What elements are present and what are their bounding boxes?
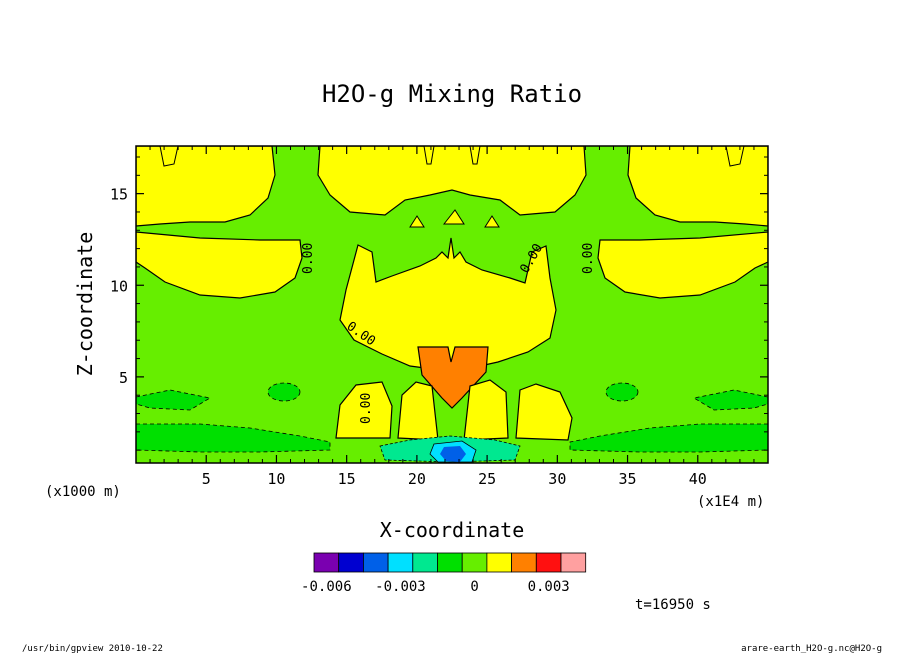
footer-left: /usr/bin/gpview 2010-10-22: [22, 644, 163, 654]
region-upper-left: [136, 146, 276, 227]
region-band-right: [597, 231, 768, 299]
region-mid-right: [692, 389, 768, 411]
cell-small-4: [159, 146, 179, 167]
region-blob-left: [267, 382, 301, 402]
cell-small-3: [484, 215, 500, 228]
colorbar-cell: [535, 552, 562, 573]
contour-label: 0.00: [301, 243, 316, 274]
colorbar-cell: [511, 552, 537, 573]
region-blue-core: [440, 446, 466, 462]
region-central-anvil: [339, 237, 557, 371]
y-tick-label: 15: [110, 186, 128, 204]
x-tick-label: 5: [202, 470, 211, 488]
colorbar-cell: [387, 552, 414, 573]
region-upper-middle: [317, 146, 587, 216]
colorbar-tick-label: 0.003: [528, 579, 570, 595]
x-tick-label: 15: [338, 470, 356, 488]
plot-area: [136, 146, 768, 463]
footer-right: arare-earth_H2O-g.nc@H2O-g: [741, 644, 882, 654]
region-cell-1: [335, 381, 393, 439]
cell-small-7: [469, 146, 481, 165]
cell-small-1: [409, 215, 425, 228]
x-units-label: (x1E4 m): [697, 494, 764, 510]
colorbar-tick-label: -0.006: [301, 579, 352, 595]
region-orange-core: [417, 346, 489, 409]
x-tick-label: 40: [689, 470, 707, 488]
plot-frame: [135, 145, 769, 464]
y-tick-label: 10: [110, 277, 128, 295]
colorbar-cell: [560, 552, 587, 573]
x-tick-label: 10: [267, 470, 285, 488]
colorbar-cell: [412, 552, 438, 573]
x-axis: 5 10 15 20 25 30 35 40: [149, 146, 755, 488]
colorbar: -0.006 -0.003 0 0.003: [301, 552, 587, 595]
region-mid-left: [136, 389, 212, 411]
colorbar-cell: [362, 552, 389, 573]
x-tick-label: 30: [548, 470, 566, 488]
colorbar-cell: [437, 552, 463, 573]
y-units-label: (x1000 m): [45, 484, 121, 500]
region-lower-left: [136, 423, 331, 453]
colorbar-cell: [313, 552, 340, 573]
cell-small-6: [423, 146, 435, 165]
contour-label: 0.00: [359, 393, 374, 424]
y-axis-label: Z-coordinate: [73, 232, 97, 377]
colorbar-cell: [461, 552, 488, 573]
y-tick-label: 5: [119, 369, 128, 387]
x-axis-label: X-coordinate: [380, 518, 525, 542]
x-tick-label: 25: [478, 470, 496, 488]
x-tick-label: 20: [408, 470, 426, 488]
y-axis: 5 10 15: [110, 156, 768, 451]
colorbar-cell: [338, 552, 364, 573]
time-label: t=16950 s: [635, 597, 711, 613]
cell-small-5: [725, 146, 745, 167]
contour-label: 0.00: [581, 243, 596, 274]
colorbar-tick-label: 0: [470, 579, 478, 595]
cell-small-2: [442, 209, 465, 225]
region-cell-4: [515, 383, 573, 441]
chart-title: H2O-g Mixing Ratio: [322, 80, 582, 108]
region-blob-right: [605, 382, 639, 402]
colorbar-tick-label: -0.003: [375, 579, 426, 595]
region-cell-3: [463, 379, 509, 441]
x-tick-label: 35: [619, 470, 637, 488]
colorbar-cell: [486, 552, 512, 573]
region-band-left: [136, 231, 303, 299]
region-upper-right: [627, 146, 768, 227]
region-lower-right: [569, 423, 768, 453]
